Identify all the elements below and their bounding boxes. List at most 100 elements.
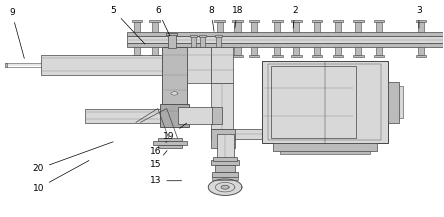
Bar (190, 35, 197, 37)
Text: 2: 2 (292, 6, 298, 28)
Bar (151, 47, 158, 55)
Bar (199, 35, 206, 37)
Bar (333, 55, 343, 57)
Bar (374, 20, 385, 22)
Bar (274, 47, 281, 55)
Bar (280, 151, 370, 154)
Bar (150, 20, 160, 22)
Bar (291, 55, 301, 57)
Bar (150, 55, 160, 57)
Bar (175, 106, 186, 125)
Bar (214, 55, 225, 57)
Bar (217, 22, 223, 32)
Bar (293, 47, 299, 55)
Bar (5, 63, 8, 67)
Bar (214, 20, 225, 22)
Bar (211, 160, 239, 165)
Bar (127, 36, 443, 43)
Bar (215, 165, 235, 172)
Bar (215, 35, 222, 37)
Bar (127, 32, 443, 36)
Bar (132, 20, 143, 22)
Bar (200, 36, 205, 48)
Polygon shape (171, 92, 178, 95)
Bar (216, 36, 221, 48)
Bar (191, 36, 196, 48)
Bar (158, 145, 182, 148)
Text: 15: 15 (150, 151, 167, 169)
Bar (416, 55, 427, 57)
Bar (418, 22, 424, 32)
Bar (217, 134, 234, 162)
Bar (418, 47, 424, 55)
Bar (388, 82, 399, 123)
Bar (271, 66, 357, 138)
Text: 19: 19 (163, 123, 186, 141)
Bar (416, 20, 427, 22)
Bar (355, 47, 361, 55)
Bar (374, 55, 385, 57)
Text: 6: 6 (155, 6, 170, 36)
Bar (162, 47, 186, 108)
Bar (158, 138, 182, 141)
Bar (353, 20, 364, 22)
Text: 9: 9 (9, 8, 24, 58)
Text: 10: 10 (32, 161, 89, 193)
Bar (212, 107, 222, 124)
Text: 13: 13 (150, 176, 182, 185)
Text: 18: 18 (232, 6, 243, 28)
Text: 3: 3 (416, 6, 422, 28)
Bar (251, 22, 257, 32)
Bar (127, 43, 443, 47)
Bar (312, 20, 322, 22)
Bar (234, 22, 241, 32)
Bar (212, 177, 238, 180)
Bar (312, 55, 322, 57)
Bar (273, 143, 377, 151)
Bar (293, 22, 299, 32)
Bar (335, 22, 341, 32)
Bar (272, 20, 283, 22)
Bar (262, 61, 388, 143)
Bar (314, 47, 320, 55)
Bar (232, 20, 243, 22)
Bar (212, 172, 238, 177)
Bar (376, 47, 382, 55)
Bar (134, 47, 140, 55)
Bar (178, 107, 213, 124)
Polygon shape (208, 179, 242, 195)
Bar (211, 129, 234, 148)
Bar (399, 86, 404, 118)
Bar (353, 55, 364, 57)
Bar (291, 20, 301, 22)
Bar (211, 47, 233, 83)
Bar (132, 55, 143, 57)
Polygon shape (221, 185, 229, 189)
Bar (151, 22, 158, 32)
Bar (234, 47, 241, 55)
Text: 5: 5 (111, 6, 145, 44)
Text: 16: 16 (150, 142, 167, 156)
Bar (213, 157, 237, 161)
Bar (40, 55, 166, 75)
Bar (249, 20, 259, 22)
Bar (166, 33, 177, 35)
Bar (134, 22, 140, 32)
Bar (167, 34, 175, 48)
Bar (249, 55, 259, 57)
Bar (335, 47, 341, 55)
Text: 20: 20 (32, 142, 113, 173)
Bar (211, 129, 275, 139)
Text: 8: 8 (208, 6, 214, 31)
Bar (251, 47, 257, 55)
Bar (314, 22, 320, 32)
Bar (217, 47, 223, 55)
Bar (160, 104, 189, 127)
Bar (355, 22, 361, 32)
Bar (274, 22, 281, 32)
Bar (333, 20, 343, 22)
Bar (272, 55, 283, 57)
Bar (232, 55, 243, 57)
Bar (186, 47, 211, 83)
Bar (153, 141, 186, 145)
